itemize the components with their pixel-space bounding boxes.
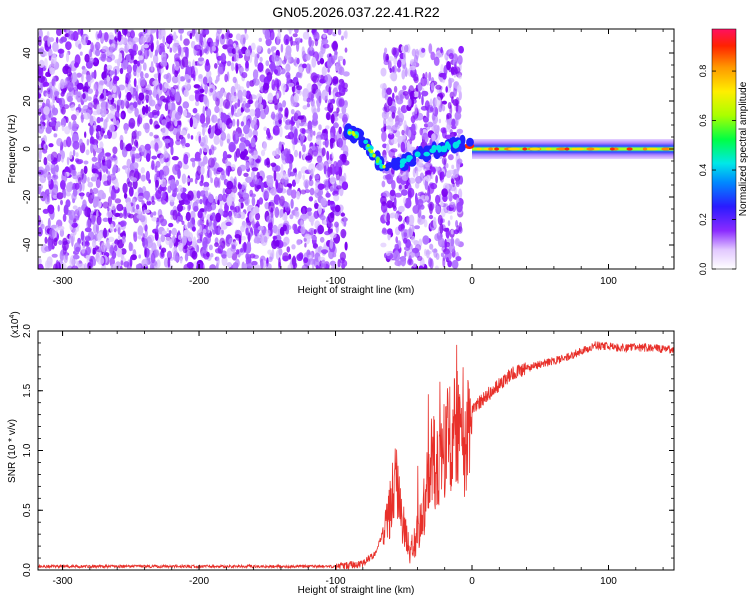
colorbar-ticks: 0.0 0.2 0.4 0.6 0.8 bbox=[698, 65, 736, 275]
svg-text:(x104): (x104) bbox=[9, 311, 21, 338]
snr-x-tick-label: -200 bbox=[189, 576, 209, 587]
snr-background bbox=[38, 331, 674, 570]
signal-track bbox=[343, 123, 474, 172]
snr-series-line bbox=[38, 341, 674, 570]
spectrogram-x-tick-label: -100 bbox=[326, 276, 346, 287]
spectrogram-y-tick-label: -40 bbox=[22, 237, 33, 252]
snr-panel: -300 -200 -100 0 100 0.0 0.5 1.0 1.5 2.0 Height … bbox=[7, 311, 675, 596]
snr-x-tick-label: 0 bbox=[469, 576, 475, 587]
snr-multiplier-base: (x10 bbox=[10, 318, 21, 338]
colorbar-gradient bbox=[711, 28, 737, 270]
spectrogram-x-tick-label: 100 bbox=[600, 276, 617, 287]
snr-y-tick-label: 0.0 bbox=[22, 563, 33, 577]
snr-x-tick-label: -300 bbox=[53, 576, 73, 587]
signal-band bbox=[464, 139, 674, 159]
snr-x-tick-label: -100 bbox=[326, 576, 346, 587]
colorbar-tick-label: 0.0 bbox=[698, 263, 708, 276]
colorbar: 0.0 0.2 0.4 0.6 0.8 Normalized spectral ampl… bbox=[698, 28, 749, 275]
snr-y-tick-label: 0.5 bbox=[22, 503, 33, 517]
snr-y-tick-label: 1.0 bbox=[22, 443, 33, 457]
snr-x-label: Height of straight line (km) bbox=[298, 585, 415, 596]
snr-x-ticks: -300 -200 -100 0 100 bbox=[53, 331, 664, 587]
spectrogram-y-ticks: -40 -20 0 20 40 bbox=[22, 28, 674, 270]
snr-multiplier-close: ) bbox=[10, 311, 21, 314]
spectrogram-x-tick-label: -300 bbox=[53, 276, 73, 287]
colorbar-tick-label: 0.6 bbox=[698, 114, 708, 127]
snr-content bbox=[38, 341, 674, 570]
colorbar-tick-label: 0.8 bbox=[698, 65, 708, 78]
snr-y-tick-label: 2.0 bbox=[22, 324, 33, 338]
spectrogram-y-tick-label: 0 bbox=[22, 146, 33, 152]
snr-multiplier: (x104) bbox=[9, 311, 21, 338]
colorbar-label: Normalized spectral amplitude bbox=[738, 81, 749, 216]
spectrogram-x-tick-label: 0 bbox=[469, 276, 475, 287]
spectrogram-y-tick-label: 20 bbox=[22, 95, 33, 107]
spectrogram-x-tick-label: -200 bbox=[189, 276, 209, 287]
snr-multiplier-exponent: 4 bbox=[9, 315, 16, 319]
spectrogram-x-ticks: -300 -200 -100 0 100 bbox=[53, 29, 664, 287]
snr-y-label: SNR (10 * v/v) bbox=[7, 419, 18, 483]
snr-y-ticks: 0.0 0.5 1.0 1.5 2.0 bbox=[22, 324, 674, 577]
spectrogram-x-label: Height of straight line (km) bbox=[298, 285, 415, 296]
snr-x-tick-label: 100 bbox=[600, 576, 617, 587]
spectrogram-y-tick-label: 40 bbox=[22, 47, 33, 59]
spectrogram-content bbox=[38, 29, 674, 269]
snr-y-tick-label: 1.5 bbox=[22, 383, 33, 397]
figure-title: GN05.2026.037.22.41.R22 bbox=[272, 4, 440, 20]
spectrogram-y-label: Frequency (Hz) bbox=[7, 115, 18, 184]
noise-region-0 bbox=[38, 29, 350, 269]
colorbar-tick-label: 0.4 bbox=[698, 164, 708, 177]
colorbar-tick-label: 0.2 bbox=[698, 213, 708, 226]
spectrogram-y-tick-label: -20 bbox=[22, 189, 33, 204]
